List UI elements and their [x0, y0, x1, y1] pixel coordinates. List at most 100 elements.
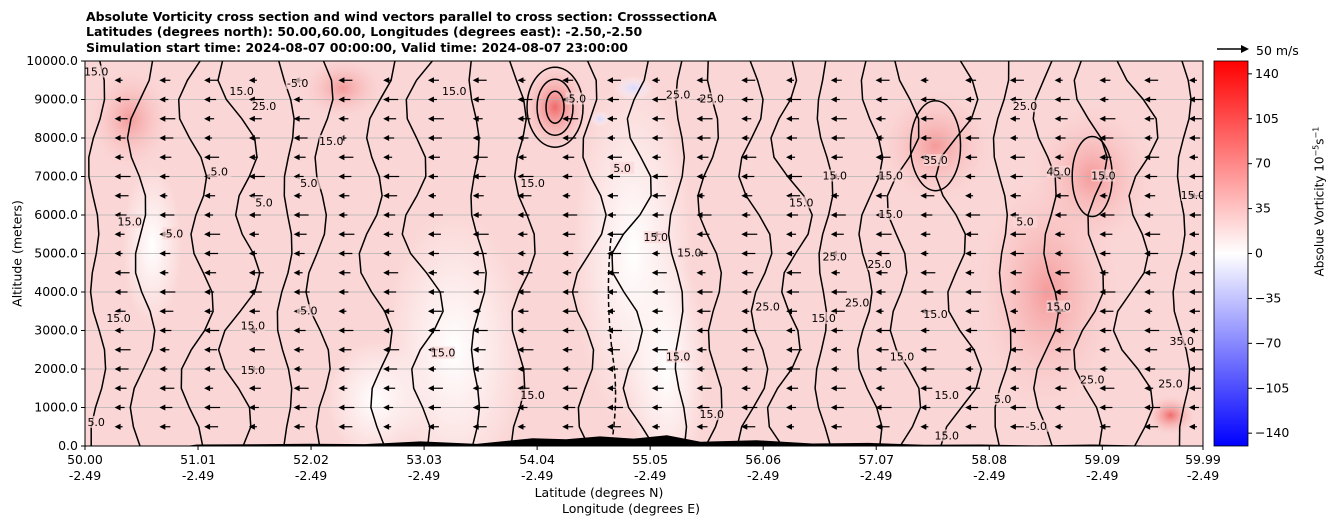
wind-vector — [920, 404, 931, 411]
contour-label-bg — [990, 392, 1015, 405]
wind-vector-head — [338, 289, 345, 295]
wind-vector-head — [875, 231, 882, 238]
wind-vector-head — [1144, 346, 1151, 353]
wind-vector — [338, 346, 352, 353]
wind-vector — [159, 327, 172, 334]
wind-vector — [965, 192, 974, 199]
wind-vector-head — [383, 308, 390, 315]
wind-vector — [1144, 385, 1154, 392]
wind-vector-head — [1188, 231, 1195, 238]
wind-vector-head — [159, 250, 166, 257]
wind-vector — [204, 366, 216, 372]
wind-vector — [472, 250, 487, 257]
contour-label-bg — [1046, 300, 1071, 313]
x-axis-label-longitude: Longitude (degrees E) — [561, 501, 701, 516]
wind-vector — [293, 96, 303, 103]
wind-vector — [696, 154, 709, 161]
wind-vector-head — [651, 115, 658, 122]
wind-vector — [696, 192, 705, 199]
wind-vector — [338, 192, 350, 199]
wind-vector-head — [427, 96, 434, 103]
wind-vector-head — [159, 308, 166, 315]
wind-vector — [651, 77, 660, 84]
contour-label-bg — [889, 350, 914, 363]
contour-label-bg — [85, 415, 109, 428]
wind-vector — [159, 366, 168, 372]
wind-vector — [875, 366, 887, 372]
wind-vector — [562, 135, 577, 141]
wind-vector — [472, 173, 486, 180]
wind-vector-head — [1099, 250, 1106, 257]
wind-vector-head — [920, 366, 927, 372]
contour-line — [126, 61, 156, 446]
wind-vector-head — [517, 289, 524, 295]
wind-vector — [651, 173, 668, 180]
wind-vector-head — [741, 96, 748, 103]
wind-vector-head — [114, 231, 121, 238]
contour-line — [358, 61, 396, 446]
wind-vector-head — [1054, 212, 1061, 218]
wind-vector-head — [1144, 173, 1151, 180]
wind-vector — [338, 404, 355, 411]
vorticity-weak-region — [626, 249, 707, 446]
wind-vector — [338, 289, 349, 295]
wind-vector-head — [965, 115, 972, 122]
wind-vector — [1054, 366, 1069, 372]
wind-vector-head — [159, 404, 166, 411]
wind-vector-head — [338, 212, 345, 218]
wind-vector-head — [427, 77, 434, 84]
wind-vector-head — [383, 173, 390, 180]
wind-vector-head — [1188, 154, 1195, 161]
wind-vector — [786, 173, 803, 180]
wind-vector-head — [204, 289, 211, 295]
wind-vector-head — [114, 154, 121, 161]
contour-line — [177, 61, 214, 446]
wind-vector — [1099, 327, 1112, 334]
wind-vector-head — [159, 385, 166, 392]
wind-vector-head — [920, 385, 927, 392]
wind-vector-head — [293, 289, 300, 295]
wind-vector — [920, 289, 934, 295]
wind-vector — [786, 366, 801, 372]
wind-vector — [159, 385, 175, 392]
wind-vector-head — [293, 231, 300, 238]
wind-vector-head — [741, 385, 748, 392]
wind-vector — [1009, 327, 1025, 334]
wind-vector — [204, 423, 219, 430]
wind-vector — [1009, 135, 1018, 141]
wind-vector-head — [383, 212, 390, 218]
wind-vector-head — [965, 346, 972, 353]
contour-closed — [545, 90, 565, 124]
wind-vector — [965, 308, 980, 315]
wind-vector — [696, 289, 713, 295]
wind-vector-head — [786, 327, 793, 334]
contour-label: 15.0 — [879, 208, 904, 221]
wind-vector — [472, 346, 486, 353]
wind-vector-head — [1144, 385, 1151, 392]
wind-vector-head — [427, 173, 434, 180]
wind-vector-head — [293, 212, 300, 218]
wind-vector-head — [1144, 269, 1151, 276]
wind-vector — [293, 212, 309, 218]
wind-vector-head — [517, 346, 524, 353]
wind-vector — [1054, 231, 1065, 238]
wind-vector — [920, 385, 933, 392]
wind-vector — [830, 385, 846, 392]
wind-vector-head — [651, 212, 658, 218]
wind-vector — [875, 404, 892, 411]
wind-vector — [651, 366, 666, 372]
wind-vector — [338, 269, 351, 276]
wind-vector-head — [965, 77, 972, 84]
wind-vector-head — [786, 385, 793, 392]
wind-vector-head — [1099, 77, 1106, 84]
wind-vector — [1054, 212, 1067, 218]
wind-vector — [427, 115, 444, 122]
wind-vector — [875, 423, 890, 430]
contour-label-bg — [162, 227, 187, 240]
x-tick-label-lat: 57.07 — [858, 452, 894, 467]
wind-vector — [562, 289, 579, 295]
wind-vector-head — [606, 115, 613, 122]
wind-vector-head — [875, 192, 882, 199]
wind-vector-head — [920, 135, 927, 141]
